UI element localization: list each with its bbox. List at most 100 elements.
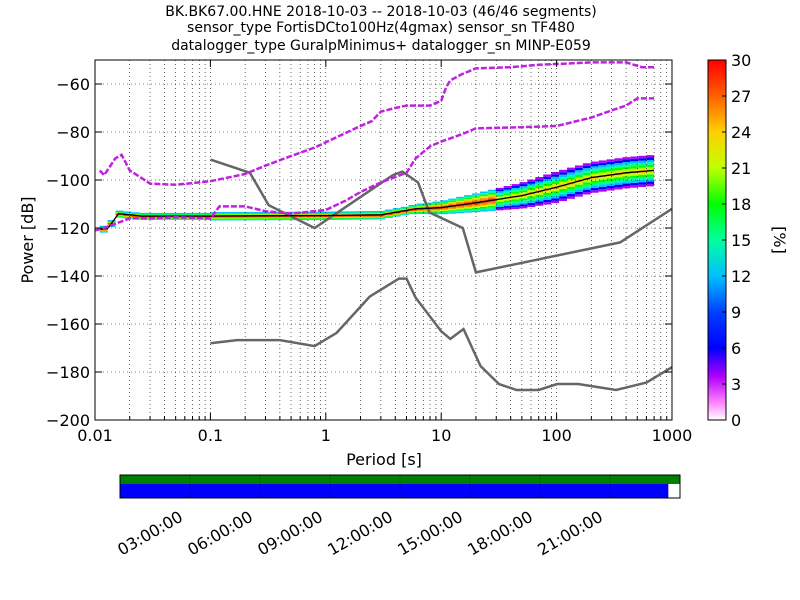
x-tick-label: 100 [541,426,572,445]
heatmap-cell [535,201,544,204]
heatmap-cell [590,168,599,172]
colorbar-tick-label: 15 [731,231,751,250]
heatmap-cell [234,211,243,214]
y-tick-label: −200 [46,411,90,430]
heatmap-cell [408,207,417,209]
heatmap-cell [258,213,267,215]
timeline-tick-label: 18:00:00 [464,507,536,559]
heatmap-cell [471,196,480,198]
heatmap-cell [582,172,591,176]
heatmap-cell [305,211,314,213]
heatmap-cell [598,160,607,163]
heatmap-cell [487,207,496,210]
heatmap-cell [440,201,449,203]
heatmap-cell [614,182,623,185]
heatmap-cell [614,177,623,180]
heatmap-cell [464,197,472,200]
heatmap-cell [392,210,401,212]
heatmap-cell [551,195,560,199]
heatmap-cell [392,208,401,210]
heatmap-cell [471,193,480,195]
heatmap-cell [590,173,599,176]
heatmap-cell [440,200,449,202]
heatmap-cell [274,217,282,219]
heatmap-cell [574,172,583,176]
heatmap-cell [353,213,362,215]
heatmap-cell [630,156,639,159]
heatmap-cell [163,212,172,215]
heatmap-cell [400,206,409,208]
heatmap-cell [622,185,631,189]
heatmap-cell [107,220,116,222]
heatmap-cell [464,196,472,198]
heatmap-cell [503,206,512,208]
heatmap-cell [630,158,639,162]
heatmap-cell [448,198,457,200]
heatmap-cell [503,200,512,203]
heatmap-cell [266,217,275,220]
heatmap-cell [448,207,457,210]
heatmap-cell [392,213,401,215]
heatmap-cell [535,194,544,197]
heatmap-cell [448,199,457,201]
heatmap-cell [574,189,583,192]
heatmap-cell [519,204,528,207]
heatmap-cell [495,208,504,211]
heatmap-cell [511,191,520,194]
heatmap-cell [464,205,472,208]
x-tick-label: 0.01 [77,426,113,445]
heatmap-cell [495,187,504,190]
heatmap-cell [353,217,362,219]
colorbar-tick-label: 24 [731,123,751,142]
heatmap-cell [614,170,623,173]
heatmap-cell [408,206,417,209]
x-tick-label: 1000 [652,426,693,445]
heatmap-cell [424,205,433,207]
colorbar-tick-label: 6 [731,339,741,358]
heatmap-cell [590,178,599,181]
heatmap-cell [590,185,599,188]
heatmap-cell [638,177,647,180]
heatmap-cell [582,184,591,188]
heatmap-cell [630,173,639,176]
heatmap-cell [487,191,496,193]
heatmap-cell [503,187,512,190]
heatmap-cell [471,199,480,201]
heatmap-cell [487,204,496,207]
heatmap-cell [440,205,449,207]
heatmap-cell [408,213,417,215]
heatmap-cell [226,212,235,214]
heatmap-cell [487,196,496,198]
heatmap-cell [456,203,465,205]
heatmap-cell [614,163,623,166]
heatmap-cell [614,187,623,190]
heatmap-cell [606,168,615,172]
heatmap-cell [574,184,583,188]
colorbar-tick-label: 27 [731,87,751,106]
heatmap-cell [590,183,599,186]
heatmap-cell [614,165,623,168]
heatmap-cell [543,176,552,180]
heatmap-cell [369,211,377,213]
timeline-tick-label: 12:00:00 [324,507,396,559]
heatmap-cell [234,216,243,218]
heatmap-cell [551,188,560,192]
heatmap-cell [551,176,560,180]
series-mean-psd [94,169,655,232]
heatmap-cell [440,202,449,204]
heatmap-cell [487,201,496,203]
heatmap-cell [559,169,568,173]
colorbar-tick-label: 12 [731,267,751,286]
y-tick-label: −120 [46,219,90,238]
y-tick-label: −140 [46,267,90,286]
heatmap-cell [376,218,385,220]
heatmap-cell [313,217,322,219]
heatmap-cell [495,194,504,197]
heatmap-cell [567,174,575,178]
heatmap-cell [186,212,195,215]
heatmap-cell [464,209,472,212]
heatmap-cell [369,217,377,219]
heatmap-cell [226,217,235,219]
heatmap-cell [345,211,354,214]
heatmap-cell [297,211,306,213]
